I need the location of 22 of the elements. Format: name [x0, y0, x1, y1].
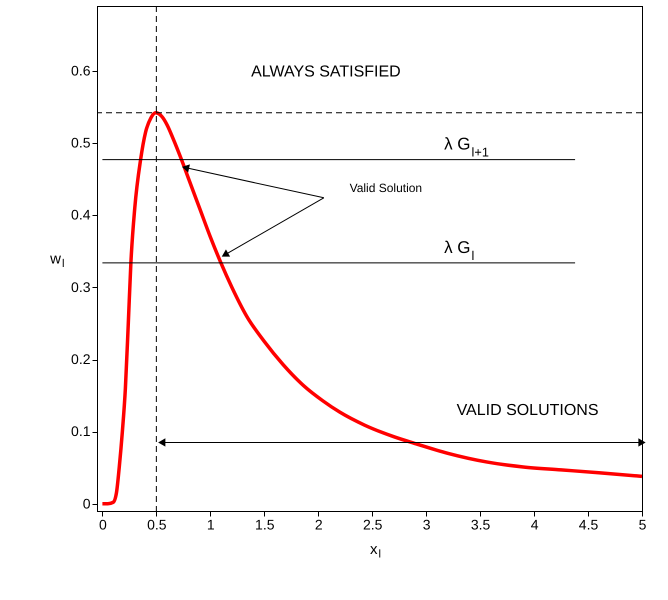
x-tick-label: 2.5: [362, 516, 383, 532]
x-tick-label: 3: [422, 516, 431, 532]
y-tick-label: 0.5: [71, 134, 91, 151]
annotation: Valid Solution: [350, 180, 422, 195]
y-tick-label: 0.2: [71, 351, 91, 367]
y-tick-label: 0.6: [71, 62, 91, 78]
x-tick-label: 0.5: [147, 516, 167, 532]
x-tick-label: 3.5: [470, 516, 491, 532]
y-tick-label: 0.4: [71, 206, 91, 223]
x-tick-label: 4.5: [578, 516, 598, 532]
y-tick-label: 0: [82, 495, 91, 512]
x-tick-label: 2: [314, 516, 323, 532]
x-tick-label: 0: [99, 516, 107, 532]
line-series: [100, 111, 644, 506]
annotation: VALID SOLUTIONS: [456, 402, 599, 419]
annotation: ALWAYS SATISFIED: [251, 64, 401, 81]
y-tick-label: 0.3: [71, 278, 91, 295]
x-tick-label: 1.5: [255, 516, 275, 532]
x-tick-label: 5: [638, 516, 647, 532]
x-tick-label: 4: [530, 516, 539, 532]
y-tick-label: 0.1: [71, 423, 91, 440]
x-tick-label: 1: [206, 516, 215, 532]
